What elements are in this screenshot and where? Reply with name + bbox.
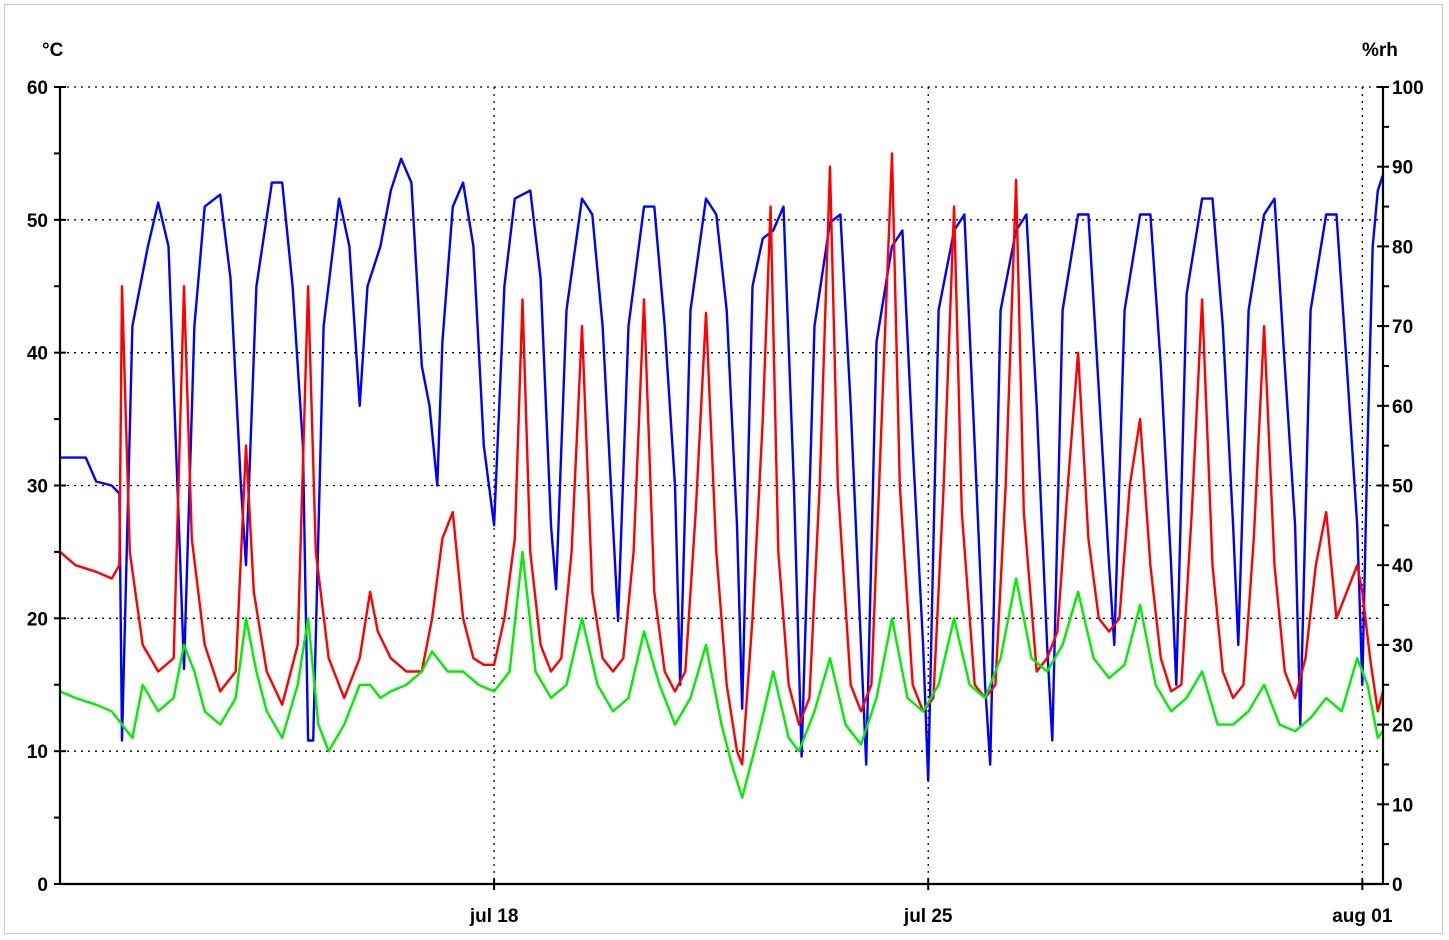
axes — [54, 86, 1389, 890]
series-line-2 — [58, 550, 1385, 799]
plot-series — [58, 152, 1385, 799]
series-line-0 — [58, 157, 1385, 782]
tick-labels: 0 10 20 30 40 50 60 0 10 20 30 40 50 60 70 80 90 100 jul 1… — [27, 78, 1424, 927]
right-axis-unit-label: %rh — [1362, 40, 1398, 61]
right-axis-tick-label: 50 — [1392, 477, 1413, 498]
left-axis-tick-label: 10 — [27, 742, 48, 763]
left-axis-tick-label: 0 — [37, 875, 48, 896]
left-axis-tick-label: 20 — [27, 609, 48, 630]
grid-lines — [60, 86, 1383, 884]
right-axis-tick-label: 60 — [1392, 397, 1413, 418]
left-axis-tick-label: 40 — [27, 344, 48, 365]
left-axis-tick-label: 30 — [27, 477, 48, 498]
x-axis-tick-label: aug 01 — [1332, 906, 1393, 927]
right-axis-tick-label: 70 — [1392, 317, 1413, 338]
right-axis-tick-label: 90 — [1392, 158, 1413, 179]
x-axis-tick-label: jul 25 — [903, 906, 953, 927]
right-axis-tick-label: 100 — [1392, 78, 1424, 99]
left-axis-tick-label: 50 — [27, 211, 48, 232]
right-axis-tick-label: 30 — [1392, 636, 1413, 657]
left-axis-unit-label: °C — [42, 40, 64, 61]
right-axis-tick-label: 40 — [1392, 556, 1413, 577]
right-axis-tick-label: 10 — [1392, 795, 1413, 816]
left-axis-tick-label: 60 — [27, 78, 48, 99]
right-axis-tick-label: 0 — [1392, 875, 1403, 896]
right-axis-tick-label: 20 — [1392, 716, 1413, 737]
series-line-1 — [58, 152, 1385, 766]
x-axis-tick-label: jul 18 — [469, 906, 519, 927]
right-axis-tick-label: 80 — [1392, 237, 1413, 258]
